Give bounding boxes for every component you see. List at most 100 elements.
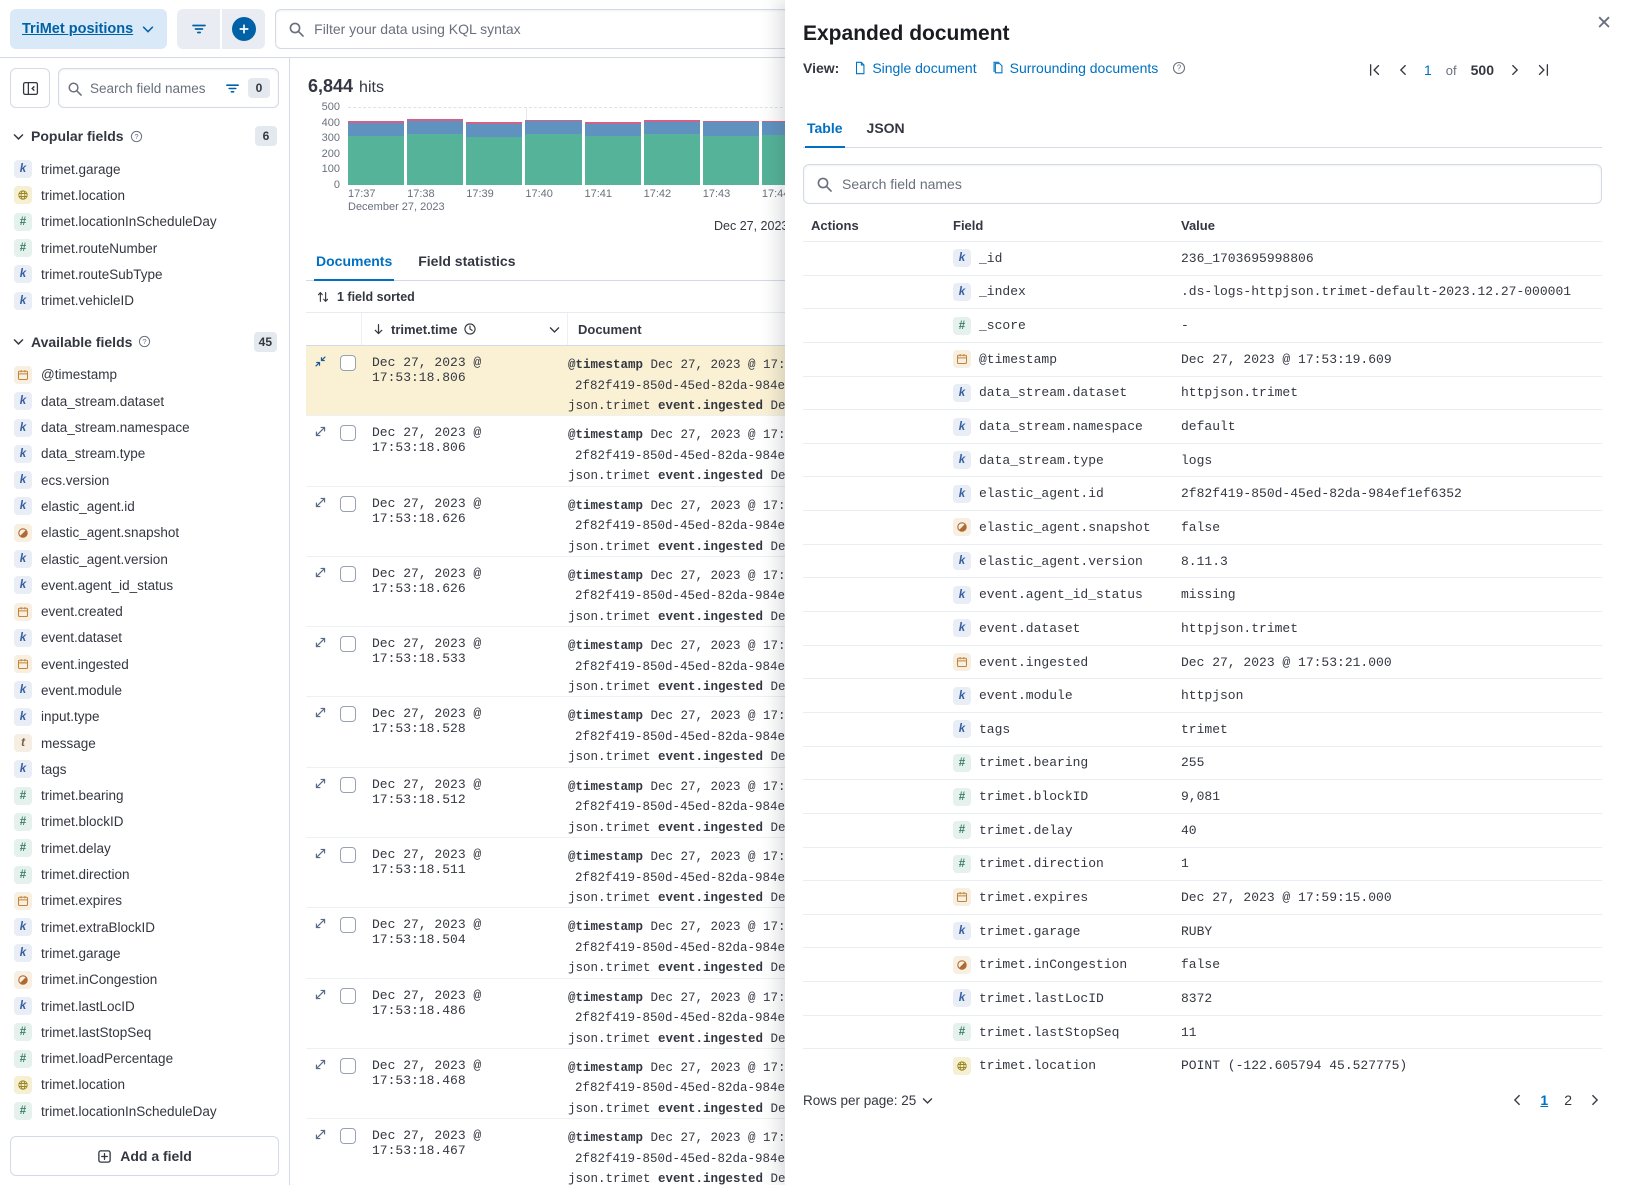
expand-document-button[interactable] bbox=[306, 636, 334, 696]
row-checkbox[interactable] bbox=[334, 495, 362, 556]
tab-documents[interactable]: Documents bbox=[314, 245, 395, 281]
field-list-item[interactable]: # trimet.bearing bbox=[10, 783, 279, 809]
checkbox[interactable] bbox=[340, 565, 356, 582]
expand-document-button[interactable] bbox=[306, 777, 334, 837]
flyout-field-search[interactable]: Search field names bbox=[803, 164, 1602, 204]
field-list-item[interactable]: trimet.expires bbox=[10, 888, 279, 914]
field-list-item[interactable]: # trimet.routeNumber bbox=[10, 235, 279, 261]
histogram-bar[interactable] bbox=[584, 122, 641, 185]
row-checkbox[interactable] bbox=[334, 917, 362, 977]
field-list-item[interactable]: event.created bbox=[10, 598, 279, 624]
first-page-icon[interactable] bbox=[1368, 63, 1382, 77]
field-list-item[interactable]: trimet.location bbox=[10, 1072, 279, 1098]
field-filter-icon[interactable] bbox=[225, 81, 240, 96]
field-list-item[interactable]: k elastic_agent.id bbox=[10, 493, 279, 519]
tab-json[interactable]: JSON bbox=[866, 120, 905, 136]
add-filter-button[interactable] bbox=[222, 8, 266, 49]
prev-page-icon[interactable] bbox=[1510, 1093, 1524, 1107]
expand-document-button[interactable] bbox=[306, 706, 334, 766]
field-list-item[interactable]: # trimet.lastStopSeq bbox=[10, 1019, 279, 1045]
checkbox[interactable] bbox=[340, 706, 356, 723]
field-list-item[interactable]: # trimet.direction bbox=[10, 861, 279, 887]
field-list-item[interactable]: k input.type bbox=[10, 704, 279, 730]
field-search-input[interactable]: Search field names 0 bbox=[58, 68, 279, 108]
field-list-item[interactable]: k tags bbox=[10, 756, 279, 782]
field-list-item[interactable]: event.ingested bbox=[10, 651, 279, 677]
row-checkbox[interactable] bbox=[334, 1057, 362, 1118]
expand-document-button[interactable] bbox=[306, 425, 334, 485]
checkbox[interactable] bbox=[340, 636, 356, 653]
collapse-document-button[interactable] bbox=[306, 355, 334, 415]
document-column-header[interactable]: Document bbox=[578, 321, 642, 337]
chevron-down-icon[interactable] bbox=[548, 323, 561, 336]
field-list-item[interactable]: # trimet.locationInScheduleDay bbox=[10, 209, 279, 235]
field-list-item[interactable]: k event.agent_id_status bbox=[10, 572, 279, 598]
data-view-picker[interactable]: TriMet positions bbox=[10, 8, 168, 49]
popular-fields-header[interactable]: Popular fields ? 6 bbox=[12, 126, 277, 146]
surrounding-documents-link[interactable]: Surrounding documents bbox=[991, 60, 1158, 76]
checkbox[interactable] bbox=[340, 917, 356, 934]
tab-table[interactable]: Table bbox=[805, 112, 845, 148]
field-list-item[interactable]: k trimet.lastLocID bbox=[10, 993, 279, 1019]
next-page-icon[interactable] bbox=[1588, 1093, 1602, 1107]
time-column-header[interactable]: trimet.time bbox=[362, 313, 568, 345]
field-list-item[interactable]: k trimet.garage bbox=[10, 940, 279, 966]
field-list-item[interactable]: k data_stream.type bbox=[10, 441, 279, 467]
row-checkbox[interactable] bbox=[334, 355, 362, 415]
filter-button[interactable] bbox=[177, 8, 221, 49]
next-page-icon[interactable] bbox=[1508, 63, 1522, 77]
field-list-item[interactable]: k event.module bbox=[10, 677, 279, 703]
row-checkbox[interactable] bbox=[334, 987, 362, 1048]
tab-field-statistics[interactable]: Field statistics bbox=[418, 253, 516, 269]
field-list-item[interactable]: k trimet.routeSubType bbox=[10, 261, 279, 287]
page-number-1[interactable]: 1 bbox=[1540, 1092, 1549, 1109]
row-checkbox[interactable] bbox=[334, 706, 362, 766]
field-list-item[interactable]: # trimet.locationInScheduleDay bbox=[10, 1098, 279, 1124]
checkbox[interactable] bbox=[340, 355, 356, 371]
field-list-item[interactable]: elastic_agent.snapshot bbox=[10, 520, 279, 546]
available-fields-header[interactable]: Available fields ? 45 bbox=[12, 331, 277, 352]
expand-document-button[interactable] bbox=[306, 496, 334, 556]
histogram-bar[interactable] bbox=[348, 121, 405, 185]
field-list-item[interactable]: trimet.inCongestion bbox=[10, 967, 279, 993]
field-list-item[interactable]: k trimet.garage bbox=[10, 156, 279, 182]
page-number-2[interactable]: 2 bbox=[1564, 1092, 1572, 1109]
prev-page-icon[interactable] bbox=[1396, 63, 1410, 77]
row-checkbox[interactable] bbox=[334, 636, 362, 696]
row-checkbox[interactable] bbox=[334, 425, 362, 485]
field-list-item[interactable]: k event.dataset bbox=[10, 625, 279, 651]
expand-document-button[interactable] bbox=[306, 988, 334, 1048]
checkbox[interactable] bbox=[340, 1128, 356, 1145]
field-list-item[interactable]: t message bbox=[10, 730, 279, 756]
field-list-item[interactable]: k trimet.extraBlockID bbox=[10, 914, 279, 940]
checkbox[interactable] bbox=[340, 495, 356, 512]
field-list-item[interactable]: # trimet.delay bbox=[10, 835, 279, 861]
histogram-bar[interactable] bbox=[525, 119, 582, 185]
checkbox[interactable] bbox=[340, 847, 356, 864]
expand-document-button[interactable] bbox=[306, 1058, 334, 1118]
single-document-link[interactable]: Single document bbox=[853, 60, 977, 76]
histogram-bar[interactable] bbox=[407, 119, 464, 185]
checkbox[interactable] bbox=[340, 987, 356, 1004]
histogram-bar[interactable] bbox=[702, 120, 759, 185]
rows-per-page-control[interactable]: Rows per page: 25 bbox=[803, 1093, 934, 1108]
histogram-bar[interactable] bbox=[466, 122, 523, 185]
row-checkbox[interactable] bbox=[334, 776, 362, 837]
expand-document-button[interactable] bbox=[306, 566, 334, 626]
checkbox[interactable] bbox=[340, 1057, 356, 1074]
last-page-icon[interactable] bbox=[1536, 63, 1550, 77]
field-list-item[interactable]: # trimet.blockID bbox=[10, 809, 279, 835]
checkbox[interactable] bbox=[340, 776, 356, 793]
close-icon[interactable]: ✕ bbox=[1596, 13, 1612, 34]
expand-document-button[interactable] bbox=[306, 847, 334, 907]
add-field-button[interactable]: Add a field bbox=[10, 1136, 279, 1177]
field-list-item[interactable]: trimet.location bbox=[10, 182, 279, 208]
histogram-bar[interactable] bbox=[643, 120, 700, 185]
collapse-sidebar-button[interactable] bbox=[10, 68, 50, 108]
field-list-item[interactable]: k elastic_agent.version bbox=[10, 546, 279, 572]
field-list-item[interactable]: @timestamp bbox=[10, 362, 279, 388]
field-list-item[interactable]: k data_stream.dataset bbox=[10, 388, 279, 414]
row-checkbox[interactable] bbox=[334, 1128, 362, 1185]
checkbox[interactable] bbox=[340, 425, 356, 442]
field-list-item[interactable]: k ecs.version bbox=[10, 467, 279, 493]
